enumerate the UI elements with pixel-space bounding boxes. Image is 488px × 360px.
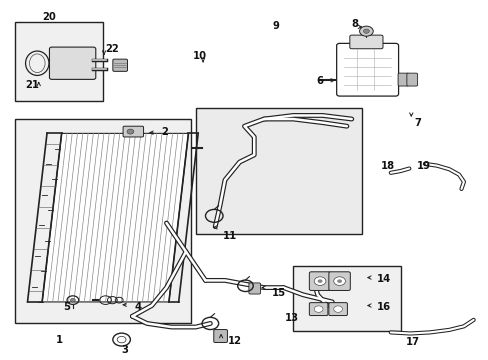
Bar (293, 266, 400, 330)
Text: 19: 19 (416, 161, 430, 171)
Text: 17: 17 (405, 337, 419, 347)
Circle shape (317, 279, 322, 283)
FancyBboxPatch shape (349, 35, 382, 49)
Text: 4: 4 (135, 302, 142, 312)
FancyBboxPatch shape (113, 59, 127, 71)
FancyBboxPatch shape (397, 73, 408, 86)
FancyBboxPatch shape (213, 329, 227, 342)
FancyBboxPatch shape (309, 303, 327, 316)
Text: 2: 2 (161, 127, 168, 136)
Bar (15, 22, 103, 101)
FancyBboxPatch shape (309, 272, 330, 291)
Circle shape (70, 298, 75, 302)
Text: 18: 18 (380, 161, 394, 171)
FancyBboxPatch shape (123, 126, 143, 137)
Text: 15: 15 (271, 288, 285, 298)
Text: 7: 7 (413, 118, 420, 128)
Circle shape (359, 26, 372, 36)
Text: 9: 9 (272, 21, 279, 31)
FancyBboxPatch shape (248, 283, 260, 294)
Circle shape (314, 277, 325, 285)
Text: 10: 10 (192, 51, 206, 61)
FancyBboxPatch shape (328, 303, 346, 316)
Bar (195, 108, 361, 234)
Bar (15, 119, 190, 323)
Text: 1: 1 (56, 334, 62, 345)
Circle shape (333, 277, 345, 285)
Circle shape (363, 29, 368, 33)
Polygon shape (42, 134, 188, 302)
Text: 5: 5 (63, 302, 70, 312)
Text: 16: 16 (376, 302, 390, 312)
FancyBboxPatch shape (336, 43, 398, 96)
FancyBboxPatch shape (328, 272, 349, 291)
FancyBboxPatch shape (49, 47, 96, 79)
Circle shape (127, 129, 134, 134)
Text: 20: 20 (42, 12, 56, 22)
Circle shape (333, 306, 342, 312)
Text: 11: 11 (222, 231, 236, 240)
Text: 3: 3 (122, 345, 128, 355)
Text: 12: 12 (227, 336, 241, 346)
FancyBboxPatch shape (406, 73, 417, 86)
Circle shape (336, 279, 341, 283)
Circle shape (314, 306, 323, 312)
Text: 13: 13 (285, 313, 299, 323)
Text: 21: 21 (25, 80, 40, 90)
Text: 22: 22 (105, 44, 119, 54)
Text: 14: 14 (376, 274, 390, 284)
Text: 8: 8 (351, 19, 358, 29)
Text: 6: 6 (316, 76, 323, 86)
